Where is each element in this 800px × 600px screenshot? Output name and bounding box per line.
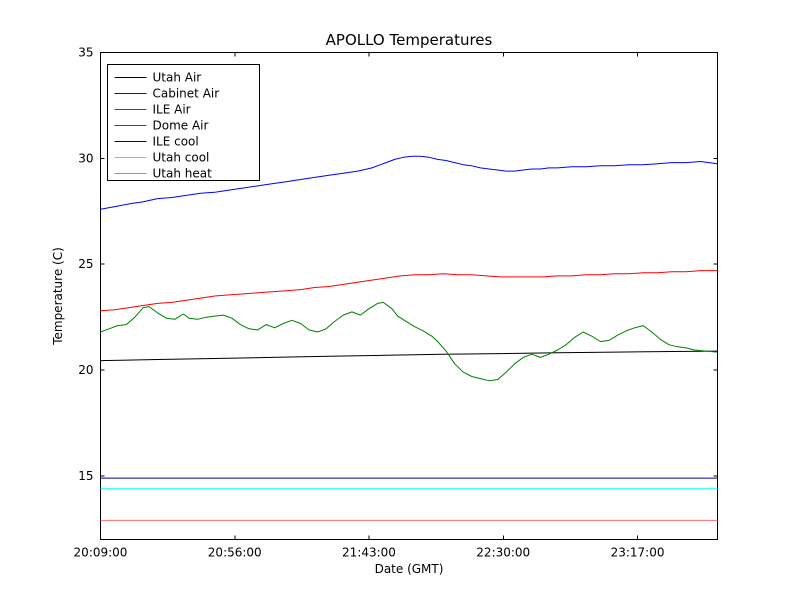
legend-label: Utah cool bbox=[153, 151, 210, 165]
legend: Utah Air Cabinet Air ILE Air Dome Air ILE co… bbox=[107, 64, 260, 181]
legend-label: ILE Air bbox=[153, 103, 191, 117]
legend-label: Utah Air bbox=[153, 71, 202, 85]
legend-label: ILE cool bbox=[153, 135, 199, 149]
y-axis-label: Temperature (C) bbox=[51, 247, 65, 346]
series-cabinet-air bbox=[100, 155, 718, 210]
x-tick-label: 20:56:00 bbox=[208, 546, 262, 560]
legend-label: Utah heat bbox=[153, 167, 213, 181]
x-tick-label: 23:17:00 bbox=[611, 546, 665, 560]
legend-box bbox=[107, 64, 260, 181]
x-axis-label: Date (GMT) bbox=[375, 562, 444, 576]
x-tick-label: 20:09:00 bbox=[74, 546, 128, 560]
chart-layer: 20:09:00 20:56:00 21:43:00 22:30:00 23:17:00… bbox=[74, 46, 718, 560]
y-tick-label: 20 bbox=[78, 363, 93, 377]
series-ile-air bbox=[100, 270, 718, 312]
series-utah-air bbox=[100, 350, 718, 362]
axes-frame bbox=[100, 52, 718, 540]
chart-title: APOLLO Temperatures bbox=[326, 31, 493, 49]
legend-label: Dome Air bbox=[153, 119, 209, 133]
y-tick-label: 15 bbox=[78, 469, 93, 483]
y-tick-label: 35 bbox=[78, 46, 93, 60]
legend-label: Cabinet Air bbox=[153, 87, 220, 101]
y-tick-label: 25 bbox=[78, 257, 93, 271]
series-dome-air bbox=[100, 301, 718, 382]
x-tick-label: 21:43:00 bbox=[342, 546, 396, 560]
x-tick-label: 22:30:00 bbox=[476, 546, 530, 560]
y-tick-label: 30 bbox=[78, 151, 93, 165]
